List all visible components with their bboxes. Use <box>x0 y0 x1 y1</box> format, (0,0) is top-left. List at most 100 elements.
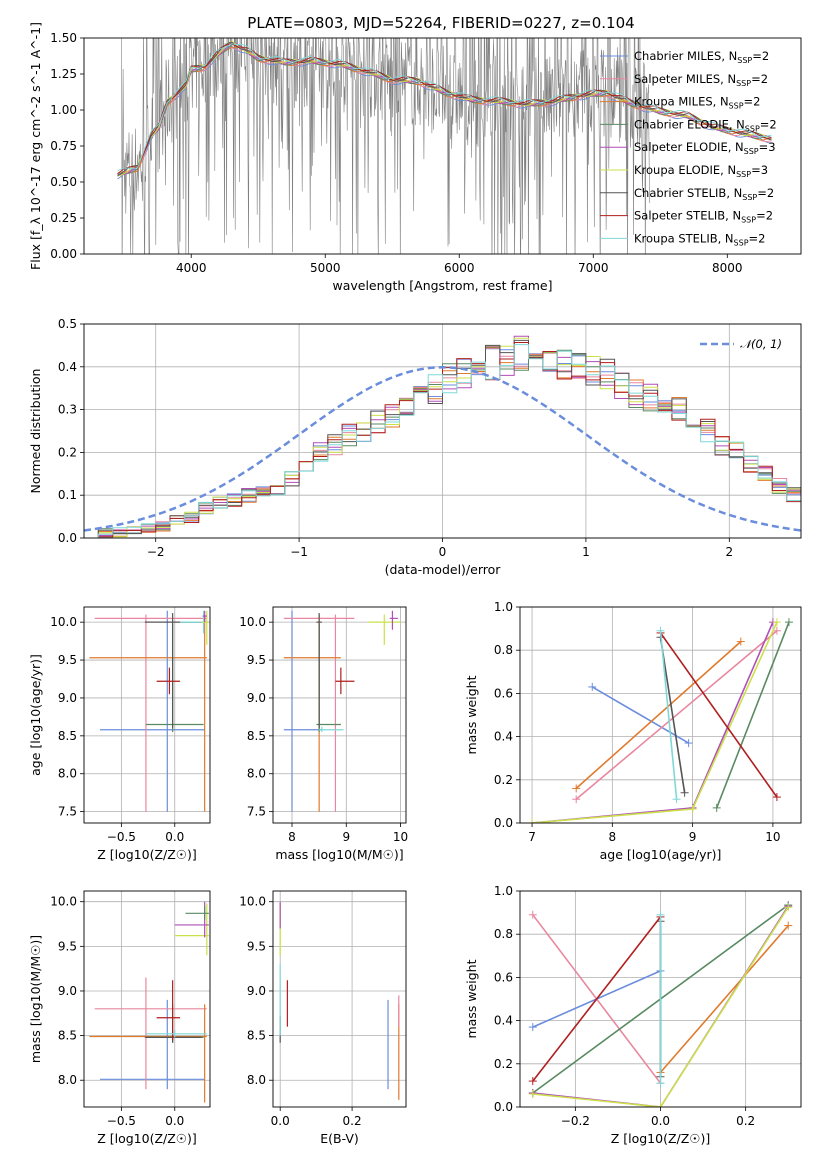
y-axis-label: Flux [f_λ 10^-17 erg cm^-2 s^-1 A^-1] <box>28 22 43 270</box>
x-tick-label: 4000 <box>176 261 207 275</box>
y-axis-label: Normed distribution <box>28 369 43 494</box>
y-tick-label: 8.0 <box>247 767 266 781</box>
figure-title: PLATE=0803, MJD=52264, FIBERID=0227, z=0… <box>247 14 634 32</box>
errorbar-point <box>89 1004 207 1103</box>
errorbar-point <box>316 623 341 733</box>
weight-series <box>528 618 781 823</box>
x-tick-label: −0.5 <box>107 830 136 844</box>
y-tick-label: 1.0 <box>494 600 513 614</box>
panel-mass-vs-Z: −0.5 0.0 8.0 8.5 9.0 9.5 10.0 Z [log10(Z/Z☉)] ma… <box>28 890 211 1146</box>
axes-frame <box>519 890 802 1108</box>
y-tick-label: 0.4 <box>58 360 77 374</box>
residual-histogram <box>84 346 801 538</box>
residual-histogram <box>84 335 801 538</box>
weight-line <box>532 916 662 1082</box>
grid-mass-vs-Z <box>84 891 210 1107</box>
x-tick-label: 5000 <box>310 261 341 275</box>
axes-frame <box>83 606 211 824</box>
x-tick-label: 8000 <box>712 261 743 275</box>
axes-frame <box>83 323 802 539</box>
y-tick-label: 1.0 <box>494 884 513 898</box>
ticks-age-vs-mass: 8 9 10 7.5 8.0 8.5 9.0 9.5 10.0 <box>239 615 408 844</box>
legend-label: Kroupa STELIB, NSSP=2 <box>634 231 765 247</box>
panel-age-vs-Z: −0.5 0.0 7.5 8.0 8.5 9.0 9.5 10.0 Z [log10(Z/Z☉)… <box>28 606 211 862</box>
weight-series <box>656 910 665 1088</box>
ticks-massweight-vs-age: 7 8 9 10 0.0 0.2 0.4 0.6 0.8 1.0 <box>494 600 781 844</box>
y-tick-label: 0.4 <box>494 730 513 744</box>
y-tick-label: 8.5 <box>58 1029 77 1043</box>
x-tick-label: 8 <box>609 830 617 844</box>
legend-label: Chabrier STELIB, NSSP=2 <box>634 186 774 202</box>
weight-series <box>656 626 681 804</box>
x-axis-label: (data-model)/error <box>385 562 502 577</box>
x-tick-label: 10 <box>393 830 408 844</box>
x-tick-label: −1 <box>290 545 308 559</box>
x-tick-label: 0.0 <box>165 830 184 844</box>
grid-age-vs-Z <box>84 607 210 823</box>
x-tick-label: 9 <box>342 830 350 844</box>
errorbar-point <box>174 901 209 938</box>
y-tick-label: 7.5 <box>58 805 77 819</box>
x-tick-label: 0 <box>439 545 447 559</box>
model-spectrum-line <box>117 41 772 176</box>
y-tick-label: 1.25 <box>50 67 77 81</box>
y-tick-label: 1.00 <box>50 103 77 117</box>
ticks-massweight-vs-Z: −0.2 0.0 0.2 0.0 0.2 0.4 0.6 0.8 1.0 <box>494 884 755 1128</box>
legend-label: Salpeter STELIB, NSSP=2 <box>634 209 773 225</box>
weight-line <box>575 630 778 800</box>
y-tick-label: 0.5 <box>58 317 77 331</box>
model-spectrum-line <box>117 43 772 172</box>
errorbar-point <box>100 999 205 1090</box>
ticks-residuals: −2 −1 0 1 2 0.0 0.1 0.2 0.3 0.4 0.5 <box>58 317 733 559</box>
ticks-mass-vs-Z: −0.5 0.0 8.0 8.5 9.0 9.5 10.0 <box>50 895 184 1128</box>
weight-series <box>572 626 781 804</box>
axes-frame <box>83 890 211 1108</box>
panel-residuals: −2 −1 0 1 2 0.0 0.1 0.2 0.3 0.4 0.5 (data-model)/er… <box>28 317 802 577</box>
weight-series <box>656 633 689 797</box>
weight-series <box>572 637 745 793</box>
x-axis-label: E(B-V) <box>320 1131 359 1146</box>
y-tick-label: 9.0 <box>58 691 77 705</box>
y-tick-label: 0.4 <box>494 1014 513 1028</box>
errorbar-point <box>319 726 344 733</box>
errorbar-point <box>156 980 181 1041</box>
legend-residuals: 𝒩(0, 1) <box>700 337 782 351</box>
plot-area-spectrum <box>117 38 772 254</box>
errorbar-point <box>174 903 209 956</box>
y-tick-label: 0.2 <box>494 773 513 787</box>
y-tick-label: 1.50 <box>50 31 77 45</box>
ticks-spectrum: 4000 5000 6000 7000 8000 0.00 0.25 0.50 0.75 1.00… <box>50 31 742 275</box>
legend-label: Salpeter MILES, NSSP=2 <box>634 72 768 88</box>
x-axis-label: Z [log10(Z/Z☉)] <box>97 1131 197 1146</box>
y-tick-label: 0.2 <box>494 1057 513 1071</box>
x-tick-label: 0.0 <box>271 1114 290 1128</box>
errorbar-point <box>100 610 205 812</box>
x-axis-label: mass [log10(M/M☉)] <box>275 847 403 862</box>
y-tick-label: 9.0 <box>247 691 266 705</box>
weight-line <box>659 630 678 800</box>
weight-line <box>659 632 778 798</box>
errorbar-point <box>389 610 398 630</box>
y-tick-label: 0.50 <box>50 175 77 189</box>
legend-label: Salpeter ELODIE, NSSP=3 <box>634 140 776 156</box>
x-tick-label: 0.2 <box>736 1114 755 1128</box>
ticks-mass-vs-EBV: 0.0 0.2 8.0 8.5 9.0 9.5 10.0 <box>239 895 361 1128</box>
residual-histogram <box>84 347 801 538</box>
model-spectrum-line <box>117 44 772 174</box>
y-tick-label: 0.1 <box>58 488 77 502</box>
y-axis-label: mass weight <box>464 675 479 754</box>
x-tick-label: 7 <box>528 830 536 844</box>
legend-spectrum: Chabrier MILES, NSSP=2 Salpeter MILES, NS… <box>600 49 777 247</box>
y-tick-label: 0.0 <box>494 816 513 830</box>
axes-frame <box>519 606 802 824</box>
y-tick-label: 0.6 <box>494 686 513 700</box>
x-tick-label: −0.2 <box>561 1114 590 1128</box>
errorbar-point <box>144 613 202 729</box>
panel-mass-vs-EBV: 0.0 0.2 8.0 8.5 9.0 9.5 10.0 E(B-V) <box>239 890 407 1146</box>
y-tick-label: 8.0 <box>247 1073 266 1087</box>
y-tick-label: 9.5 <box>58 653 77 667</box>
model-spectrum-line <box>117 46 772 177</box>
legend-label: 𝒩(0, 1) <box>740 337 782 351</box>
y-tick-label: 0.0 <box>58 531 77 545</box>
